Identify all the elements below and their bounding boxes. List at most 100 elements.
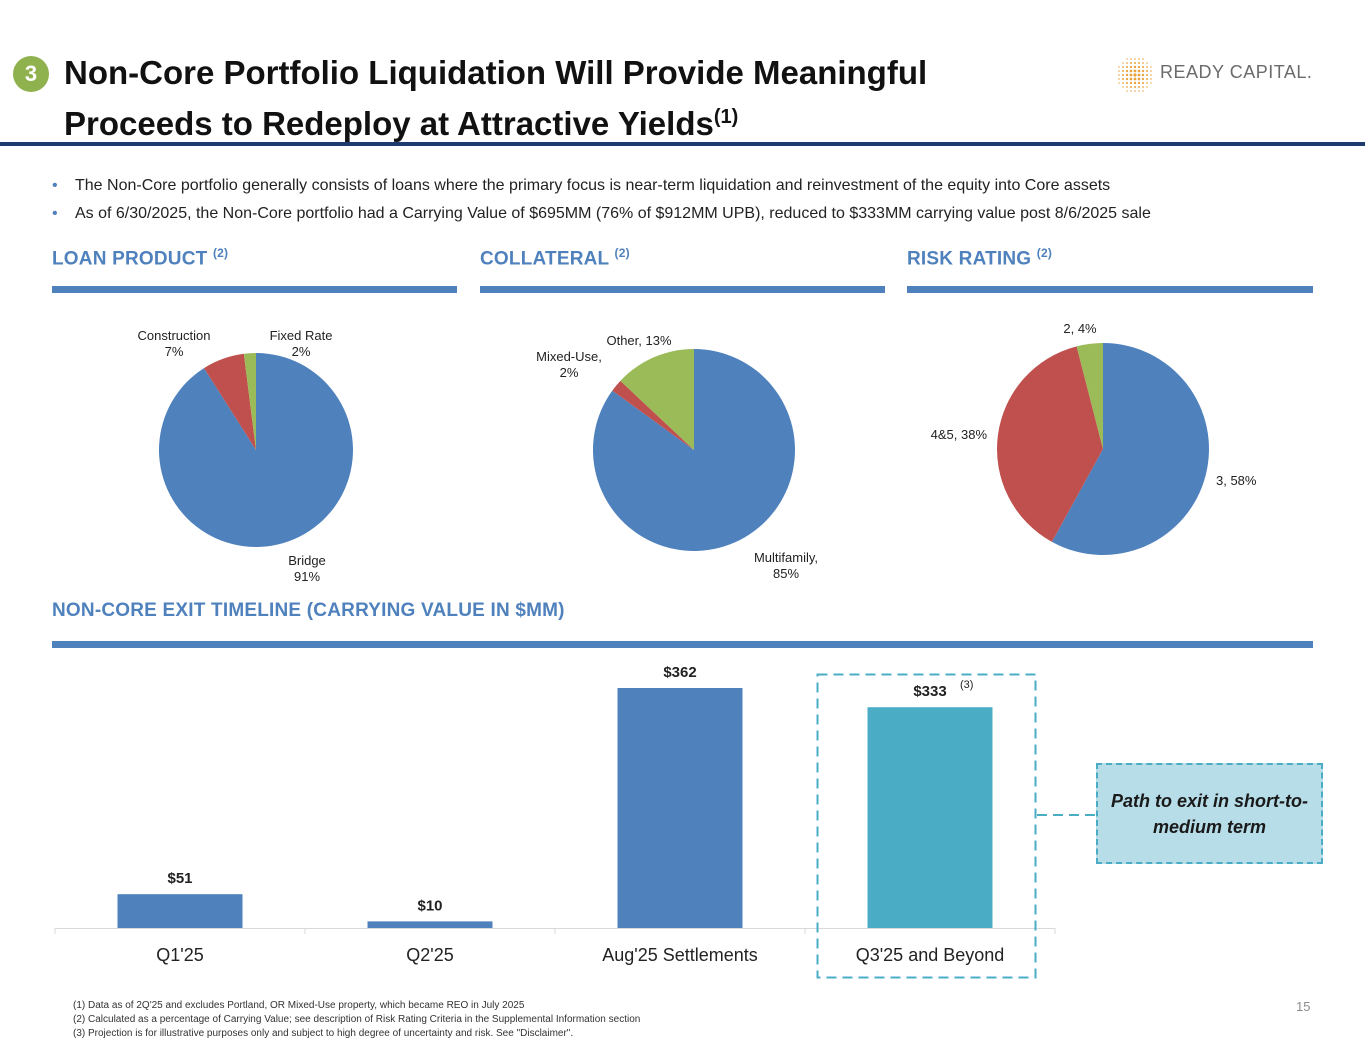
logo-dot	[1137, 69, 1141, 73]
logo-dot	[1142, 62, 1144, 64]
pie-slice-3	[1051, 343, 1209, 556]
logo-dot	[1118, 70, 1120, 72]
logo-dot	[1146, 82, 1148, 84]
pie-data-label: 3, 58%	[1216, 473, 1257, 488]
logo-dot	[1130, 90, 1132, 92]
pie-data-label: Mixed-Use, 2%	[536, 349, 602, 380]
logo-dot	[1142, 58, 1144, 60]
pie-slice-multifamily	[592, 349, 795, 551]
bullet-text: The Non-Core portfolio generally consist…	[75, 177, 1111, 194]
collateral-heading-text: COLLATERAL	[480, 248, 610, 270]
footnote: (2) Calculated as a percentage of Carryi…	[73, 1014, 641, 1025]
logo-dot	[1130, 62, 1132, 64]
logo-dot	[1138, 90, 1140, 92]
logo-dot	[1129, 69, 1133, 73]
logo-dot	[1138, 86, 1140, 88]
pie-data-label: 2, 4%	[1063, 321, 1097, 336]
logo-dot	[1130, 58, 1132, 60]
logo-dot	[1122, 82, 1124, 84]
x-tick-label: Q2'25	[406, 945, 453, 965]
logo-dot	[1126, 86, 1128, 88]
projection-highlight-box	[816, 673, 1037, 979]
logo-dot	[1129, 73, 1133, 77]
risk-rating-footnote-ref: (2)	[1036, 246, 1053, 260]
pie-data-label: 4&5, 38%	[931, 427, 988, 442]
logo-dot	[1134, 86, 1136, 88]
exit-timeline-bar-chart: $51 Q1'25 $10 Q2'25 $362 Aug'25 Settlements $3…	[54, 664, 1096, 979]
pie-slice-other	[620, 348, 694, 450]
logo-dot	[1118, 78, 1120, 80]
pie-slice-bridge	[158, 353, 353, 547]
logo-dot	[1118, 82, 1120, 84]
loan-product-heading-text: LOAN PRODUCT	[52, 248, 208, 270]
header-divider	[0, 142, 1365, 146]
logo-dot	[1146, 86, 1148, 88]
logo-dot	[1118, 66, 1120, 68]
pie-slice-mixed-use	[612, 380, 694, 450]
logo-dot	[1133, 69, 1137, 73]
pie-data-label: Bridge 91%	[288, 553, 326, 584]
logo-dot	[1122, 74, 1124, 76]
logo-dot	[1129, 77, 1133, 81]
bar-value-label: $333	[913, 683, 946, 700]
pie-slice-4-5	[996, 346, 1103, 542]
bullet-list: • The Non-Core portfolio generally consis…	[52, 172, 1151, 228]
bullet-text: As of 6/30/2025, the Non-Core portfolio …	[75, 205, 1151, 222]
logo-dot	[1141, 65, 1145, 69]
footnote: (1) Data as of 2Q'25 and excludes Portla…	[73, 1000, 525, 1011]
x-tick-label: Aug'25 Settlements	[602, 945, 758, 965]
exit-path-callout: Path to exit in short-to-medium term	[1096, 763, 1323, 864]
logo-dot	[1126, 62, 1128, 64]
logo-dot	[1125, 65, 1129, 69]
collateral-rule	[480, 286, 885, 293]
bullet-item: • As of 6/30/2025, the Non-Core portfolio…	[52, 200, 1151, 228]
logo-dot	[1118, 74, 1120, 76]
bar-4	[867, 707, 993, 928]
logo-dots-icon	[1118, 58, 1152, 92]
logo-dot	[1137, 77, 1141, 81]
logo-dot	[1141, 73, 1145, 77]
logo-dot	[1122, 70, 1124, 72]
loan-product-rule	[52, 286, 457, 293]
logo-dot	[1133, 77, 1137, 81]
logo-dot	[1146, 70, 1148, 72]
company-logo: READY CAPITAL.	[1115, 54, 1315, 96]
logo-dot	[1130, 86, 1132, 88]
loan-product-footnote-ref: (2)	[212, 246, 229, 260]
collateral-footnote-ref: (2)	[614, 246, 630, 260]
exit-timeline-heading-text: NON-CORE EXIT TIMELINE (CARRYING VALUE I…	[52, 600, 565, 621]
logo-dot	[1125, 77, 1129, 81]
bullet-item: • The Non-Core portfolio generally consis…	[52, 172, 1151, 200]
logo-dot	[1122, 78, 1124, 80]
logo-dot	[1138, 62, 1140, 64]
bar-value-label: $362	[663, 664, 696, 681]
logo-dot	[1141, 69, 1145, 73]
logo-dot	[1142, 90, 1144, 92]
exit-timeline-heading: NON-CORE EXIT TIMELINE (CARRYING VALUE I…	[52, 600, 565, 622]
logo-dot	[1150, 74, 1152, 76]
title-line-2: Proceeds to Redeploy at Attractive Yield…	[64, 105, 714, 142]
pie-slice-fixed-rate	[243, 353, 256, 450]
logo-dot	[1125, 69, 1129, 73]
logo-dot	[1122, 62, 1124, 64]
logo-dot	[1134, 90, 1136, 92]
logo-dot	[1142, 86, 1144, 88]
bullet-icon: •	[52, 205, 58, 222]
risk-rating-heading: RISK RATING (2)	[907, 246, 1052, 270]
logo-text: READY CAPITAL.	[1160, 62, 1313, 82]
pie-data-label: Fixed Rate 2%	[270, 328, 333, 359]
logo-dot	[1141, 81, 1145, 85]
logo-dot	[1137, 81, 1141, 85]
title-line-1: Non-Core Portfolio Liquidation Will Prov…	[64, 54, 928, 91]
bar-value-label: $51	[167, 870, 192, 887]
x-tick-label: Q1'25	[156, 945, 203, 965]
logo-dot	[1146, 74, 1148, 76]
logo-dot	[1133, 81, 1137, 85]
logo-dot	[1134, 62, 1136, 64]
bullet-icon: •	[52, 177, 58, 194]
x-tick-label: Q3'25 and Beyond	[856, 945, 1005, 965]
section-number-badge: 3	[13, 56, 49, 92]
pie-data-label: Multifamily, 85%	[754, 550, 818, 581]
logo-dot	[1126, 58, 1128, 60]
logo-dot	[1129, 65, 1133, 69]
